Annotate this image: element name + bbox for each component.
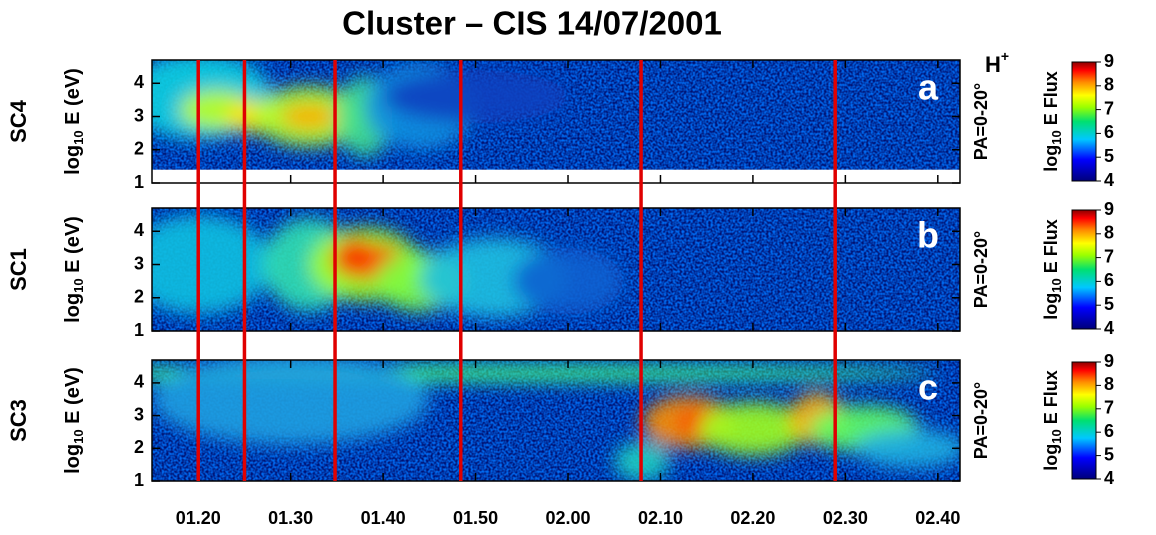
- colorbar-label-rest: E Flux: [1041, 370, 1061, 429]
- y-label-sub: 10: [71, 130, 86, 144]
- colorbar-label-base: log: [1041, 444, 1061, 471]
- colorbar-tick-label: 6: [1104, 122, 1114, 142]
- x-tick-label: 02.30: [823, 508, 868, 528]
- frame: [151, 59, 961, 184]
- colorbar-tick-label: 7: [1104, 98, 1114, 118]
- x-tick-label: 01.30: [268, 508, 313, 528]
- colorbar-tick-label: 6: [1104, 421, 1114, 441]
- colorbar: [1071, 61, 1097, 182]
- colorbar-label: log10 E Flux: [1041, 370, 1065, 470]
- x-tick-label: 02.40: [915, 508, 960, 528]
- panel-letter: b: [917, 215, 939, 256]
- species-sup: +: [1001, 48, 1009, 64]
- y-label-rest: E (eV): [62, 216, 84, 278]
- spectrogram-blobs: [152, 60, 569, 157]
- panel-label: SC3: [6, 399, 31, 442]
- y-label: log10 E (eV): [62, 68, 86, 175]
- colorbar-label-sub: 10: [1049, 429, 1064, 443]
- y-tick-label: 1: [134, 470, 144, 490]
- y-tick-label: 2: [134, 437, 144, 457]
- y-tick-label: 4: [134, 220, 144, 240]
- flux-blob: [854, 428, 960, 468]
- panel-letter: c: [918, 367, 938, 408]
- colorbar-tick-label: 9: [1104, 351, 1114, 371]
- panel-label: SC4: [6, 99, 31, 143]
- spectrogram: [152, 60, 960, 183]
- pitch-angle: PA=0-20°: [971, 231, 991, 308]
- y-tick-label: 3: [134, 404, 144, 424]
- spectrogram-blobs: [152, 214, 624, 318]
- colorbar-tick-label: 5: [1104, 444, 1114, 464]
- colorbar-label-base: log: [1041, 293, 1061, 320]
- colorbar: [1071, 361, 1097, 480]
- species: H+: [985, 48, 1009, 77]
- y-label: log10 E (eV): [62, 216, 86, 323]
- colorbar-tick-label: 8: [1104, 75, 1114, 95]
- y-label-base: log: [62, 293, 84, 323]
- colorbar-tick-label: 4: [1104, 170, 1114, 190]
- pitch-angle: PA=0-20°: [971, 382, 991, 459]
- flux-blob: [697, 402, 809, 455]
- x-tick-label: 02.10: [638, 508, 683, 528]
- x-tick-label: 01.40: [361, 508, 406, 528]
- pitch-angle: PA=0-20°: [971, 83, 991, 160]
- colorbar-tick-label: 7: [1104, 398, 1114, 418]
- x-tick-label: 01.50: [453, 508, 498, 528]
- flux-blob: [281, 103, 337, 130]
- colorbar-label-rest: E Flux: [1041, 219, 1061, 278]
- y-tick-label: 2: [134, 139, 144, 159]
- x-tick-label: 02.00: [545, 508, 590, 528]
- spectrogram: [152, 360, 960, 481]
- flux-blob: [152, 360, 430, 446]
- y-label-rest: E (eV): [62, 68, 84, 130]
- y-tick-label: 4: [134, 72, 144, 92]
- y-tick-label: 4: [134, 372, 144, 392]
- spectrogram: [152, 208, 960, 331]
- species-base: H: [985, 52, 1001, 77]
- y-label-sub: 10: [71, 278, 86, 292]
- y-tick-label: 1: [134, 172, 144, 192]
- frame: [151, 359, 961, 482]
- flux-blob: [383, 69, 569, 124]
- y-label-rest: E (eV): [62, 367, 84, 429]
- y-tick-label: 3: [134, 253, 144, 273]
- colorbar-tick-label: 5: [1104, 294, 1114, 314]
- flux-blob: [152, 214, 273, 315]
- colorbar: [1071, 209, 1097, 330]
- y-tick-label: 3: [134, 105, 144, 125]
- colorbar-label-base: log: [1041, 145, 1061, 172]
- colorbar-tick-label: 6: [1104, 270, 1114, 290]
- colorbar-tick-label: 8: [1104, 374, 1114, 394]
- frame: [151, 207, 961, 332]
- y-tick-label: 1: [134, 320, 144, 340]
- colorbar-tick-label: 9: [1104, 199, 1114, 219]
- x-tick-label: 01.20: [176, 508, 221, 528]
- y-tick-label: 2: [134, 287, 144, 307]
- colorbar-label-rest: E Flux: [1041, 71, 1061, 130]
- flux-blob: [512, 247, 624, 315]
- y-label-base: log: [62, 444, 84, 474]
- colorbar-label: log10 E Flux: [1041, 71, 1065, 171]
- x-tick-label: 02.20: [730, 508, 775, 528]
- colorbar-label-sub: 10: [1049, 130, 1064, 144]
- colorbar-tick-label: 7: [1104, 246, 1114, 266]
- title: Cluster – CIS 14/07/2001: [342, 5, 722, 42]
- colorbar-tick-label: 8: [1104, 223, 1114, 243]
- colorbar-tick-label: 5: [1104, 146, 1114, 166]
- colorbar-tick-label: 9: [1104, 51, 1114, 71]
- colorbar-label-sub: 10: [1049, 278, 1064, 292]
- y-label-base: log: [62, 145, 84, 175]
- y-label: log10 E (eV): [62, 367, 86, 474]
- spectrogram-blobs: [152, 360, 960, 481]
- no-data: [152, 169, 960, 183]
- y-label-sub: 10: [71, 429, 86, 443]
- panel-letter: a: [918, 67, 939, 108]
- panel-label: SC1: [6, 248, 31, 291]
- colorbar-tick-label: 4: [1104, 468, 1114, 488]
- colorbar-tick-label: 4: [1104, 318, 1114, 338]
- colorbar-label: log10 E Flux: [1041, 219, 1065, 319]
